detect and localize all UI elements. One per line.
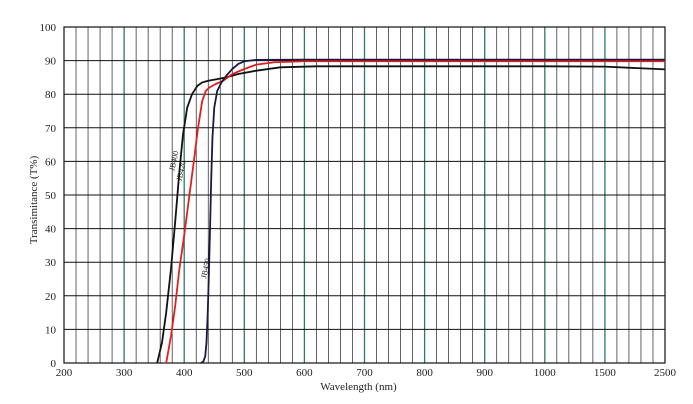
x-tick-label: 400 [176, 367, 193, 379]
x-tick-labels: 200 300 400 500 600 700 800 900 1000 1500 2500 [56, 367, 677, 379]
x-axis-label: Wavelength (nm) [320, 381, 397, 393]
x-tick-label: 2500 [654, 367, 677, 379]
x-tick-label: 200 [56, 367, 73, 379]
x-tick-label: 1000 [534, 367, 557, 379]
y-tick-label: 90 [45, 56, 57, 68]
x-tick-label: 300 [116, 367, 133, 379]
y-tick-label: 20 [45, 291, 57, 303]
series-label-jb420: JB420 [175, 160, 188, 182]
y-tick-label: 30 [45, 257, 57, 269]
x-tick-label: 700 [356, 367, 373, 379]
y-axis-label: Transimitance (T%) [28, 155, 40, 244]
plot-frame [63, 26, 666, 364]
y-tick-label: 10 [45, 324, 57, 336]
y-tick-label: 80 [45, 89, 57, 101]
y-tick-labels: 0 10 20 30 40 50 60 70 80 90 100 [40, 22, 57, 370]
series-line-jb420 [165, 60, 665, 364]
y-tick-label: 50 [45, 190, 57, 202]
series-line-jb400 [156, 65, 666, 364]
x-tick-label: 1500 [594, 367, 617, 379]
y-tick-label: 60 [45, 156, 57, 168]
series-lines [156, 58, 666, 364]
y-tick-label: 40 [45, 224, 57, 236]
x-tick-label: 800 [416, 367, 433, 379]
x-tick-label: 900 [476, 367, 493, 379]
y-tick-label: 0 [51, 358, 57, 370]
x-tick-label: 500 [236, 367, 253, 379]
y-tick-label: 100 [40, 22, 57, 34]
x-tick-label: 600 [296, 367, 313, 379]
series-line-jb450 [200, 58, 665, 364]
y-tick-label: 70 [45, 123, 57, 135]
series-label-jb400: JB400 [167, 150, 180, 172]
series-label-jb450: JB450 [199, 257, 212, 279]
